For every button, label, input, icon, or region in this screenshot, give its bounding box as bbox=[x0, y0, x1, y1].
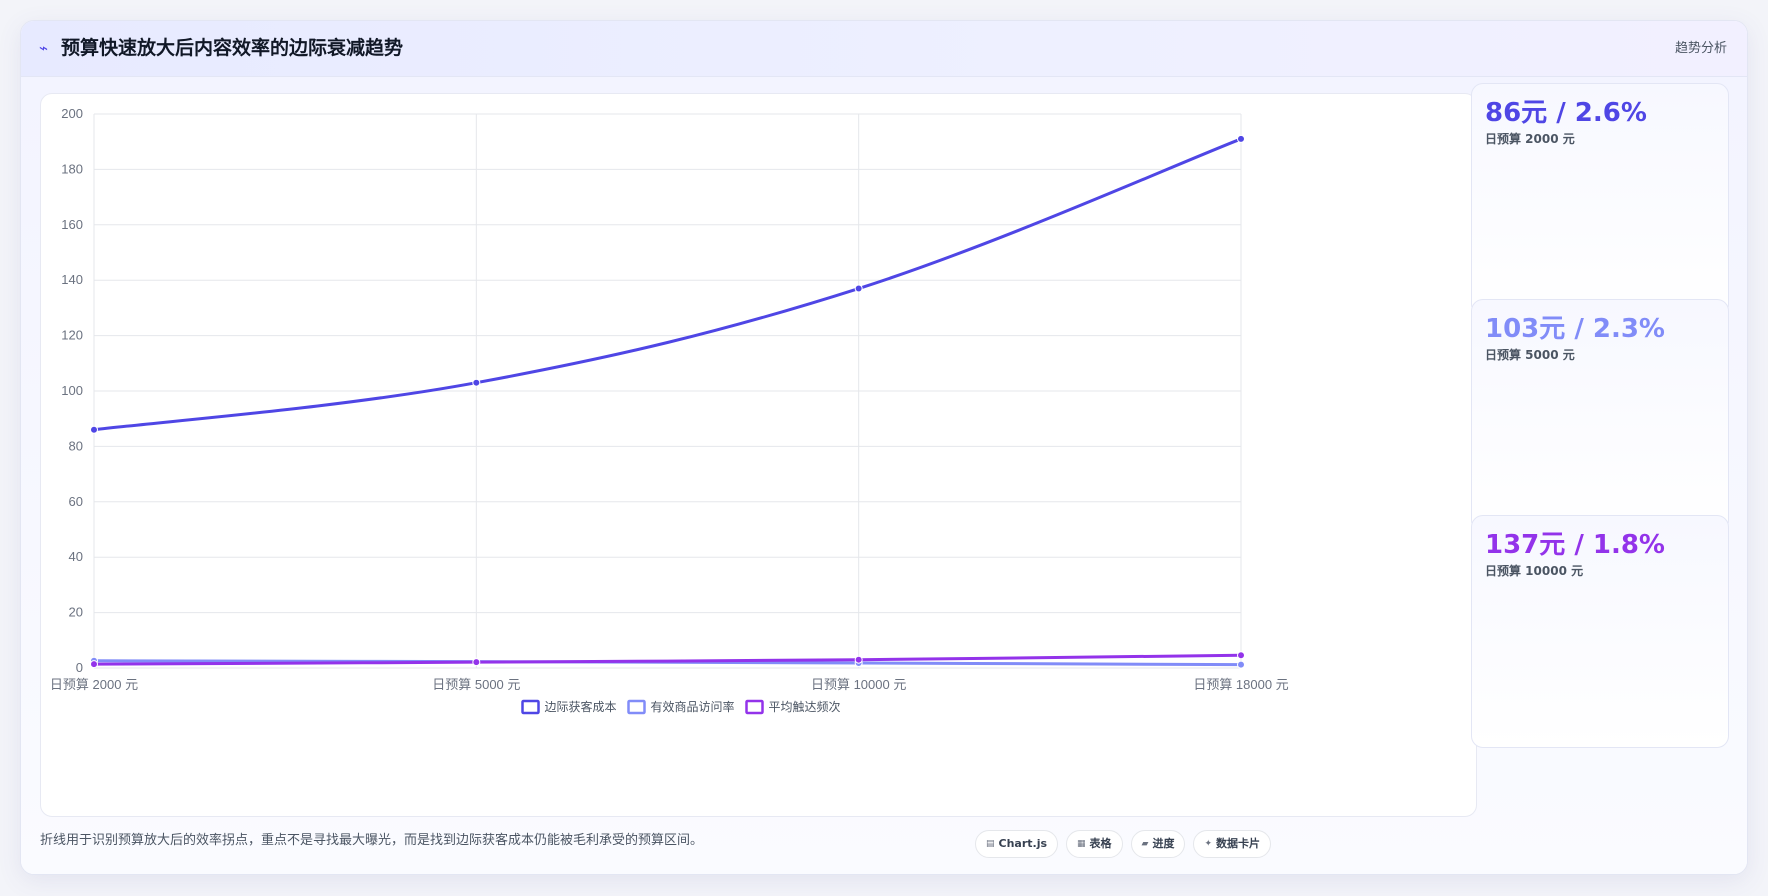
data-point bbox=[90, 660, 98, 669]
chip-progress[interactable]: ▰ 进度 bbox=[1130, 830, 1186, 858]
card-header: ⌁ 预算快速放大后内容效率的边际衰减趋势 趋势分析 bbox=[21, 21, 1747, 77]
analysis-tag: 趋势分析 bbox=[1674, 41, 1727, 56]
chip-label: Chart.js bbox=[998, 837, 1048, 850]
x-tick-label: 日预算 10000 元 bbox=[811, 677, 906, 692]
tech-chips: ▤ Chart.js ▦ 表格 ▰ 进度 ✦ 数据卡片 bbox=[975, 830, 1272, 858]
chart-footnote: 折线用于识别预算放大后的效率拐点，重点不是寻找最大曝光，而是找到边际获客成本仍能… bbox=[40, 833, 704, 848]
trend-line-icon: ⌁ bbox=[39, 39, 49, 57]
legend-swatch bbox=[521, 699, 540, 715]
y-tick-label: 100 bbox=[61, 383, 83, 398]
legend-label: 有效商品访问率 bbox=[651, 699, 735, 714]
y-tick-label: 200 bbox=[61, 106, 83, 121]
y-tick-label: 20 bbox=[69, 605, 83, 620]
chip-data-card[interactable]: ✦ 数据卡片 bbox=[1193, 830, 1272, 858]
y-tick-label: 120 bbox=[61, 328, 83, 343]
stat-card-5000: 103元 / 2.3% 日预算 5000 元 bbox=[1471, 299, 1729, 532]
chart-icon: ▤ bbox=[986, 839, 995, 849]
stat-label: 日预算 5000 元 bbox=[1485, 348, 1575, 362]
line-chart: 0 20 40 60 80 100 120 140 160 180 200 日预算 2000 元 日预算… bbox=[50, 106, 1289, 715]
stat-value: 103元 / 2.3% bbox=[1485, 314, 1665, 344]
y-tick-label: 180 bbox=[61, 161, 83, 176]
data-point bbox=[1237, 660, 1245, 669]
y-tick-label: 80 bbox=[69, 438, 83, 453]
x-tick-label: 日预算 18000 元 bbox=[1193, 677, 1288, 692]
chip-label: 数据卡片 bbox=[1216, 837, 1261, 850]
y-tick-label: 160 bbox=[61, 217, 83, 232]
series-line bbox=[93, 137, 1242, 432]
card-title: 预算快速放大后内容效率的边际衰减趋势 bbox=[61, 37, 404, 59]
stat-label: 日预算 2000 元 bbox=[1485, 132, 1575, 146]
chart-card: ⌁ 预算快速放大后内容效率的边际衰减趋势 趋势分析 0 20 40 60 80 100 12… bbox=[20, 20, 1748, 875]
legend-label: 边际获客成本 bbox=[545, 699, 617, 714]
stat-card-10000: 137元 / 1.8% 日预算 10000 元 bbox=[1471, 515, 1729, 748]
y-tick-label: 0 bbox=[76, 660, 83, 675]
y-tick-label: 40 bbox=[69, 549, 83, 564]
stat-card-2000: 86元 / 2.6% 日预算 2000 元 bbox=[1471, 83, 1729, 316]
data-point bbox=[1237, 651, 1245, 660]
progress-icon: ▰ bbox=[1141, 839, 1149, 849]
x-tick-label: 日预算 2000 元 bbox=[50, 677, 138, 692]
stat-value: 86元 / 2.6% bbox=[1485, 98, 1647, 128]
chart-panel: 0 20 40 60 80 100 120 140 160 180 200 日预算 2000 元 日预算… bbox=[40, 93, 1477, 817]
chip-table[interactable]: ▦ 表格 bbox=[1066, 830, 1123, 858]
legend-label: 平均触达频次 bbox=[769, 700, 841, 714]
stat-label: 日预算 10000 元 bbox=[1485, 564, 1584, 578]
chip-label: 表格 bbox=[1089, 837, 1112, 850]
x-tick-label: 日预算 5000 元 bbox=[432, 677, 520, 692]
data-point bbox=[854, 655, 863, 664]
sparkle-icon: ✦ bbox=[1204, 839, 1213, 849]
y-tick-label: 60 bbox=[69, 494, 83, 509]
data-point bbox=[854, 284, 863, 293]
data-point bbox=[472, 378, 481, 387]
data-point bbox=[90, 425, 98, 434]
chip-label: 进度 bbox=[1152, 837, 1175, 850]
y-tick-label: 140 bbox=[61, 272, 83, 287]
data-point bbox=[1237, 134, 1245, 143]
chip-chartjs[interactable]: ▤ Chart.js bbox=[975, 830, 1059, 858]
legend-swatch bbox=[627, 699, 646, 715]
table-icon: ▦ bbox=[1077, 839, 1086, 849]
legend-swatch bbox=[745, 699, 764, 715]
stat-value: 137元 / 1.8% bbox=[1485, 530, 1665, 560]
data-point bbox=[472, 658, 481, 667]
series-line bbox=[93, 653, 1242, 666]
